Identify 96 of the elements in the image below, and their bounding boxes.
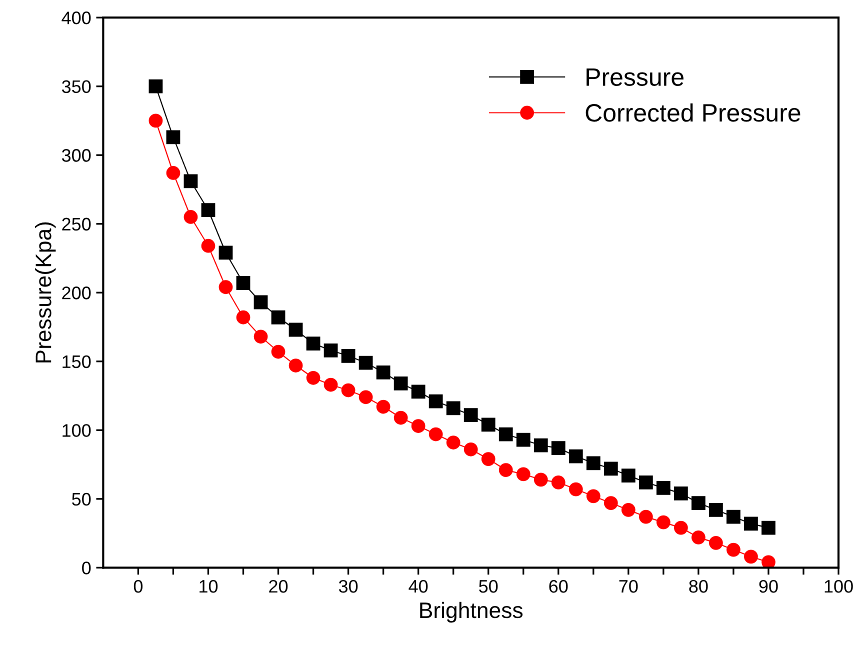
- point: [534, 472, 548, 487]
- x-tick-label: 40: [408, 580, 428, 593]
- point: [394, 410, 408, 425]
- x-tick-label: 60: [549, 580, 568, 593]
- point: [692, 530, 706, 544]
- x-tick-label: 0: [134, 580, 143, 593]
- x-tick-label: 90: [759, 580, 778, 593]
- point: [638, 475, 653, 490]
- point: [184, 174, 198, 188]
- point: [762, 520, 776, 535]
- legend-label: Corrected Pressure: [586, 103, 800, 122]
- y-tick-label: 0: [82, 562, 91, 574]
- point: [324, 343, 338, 358]
- point: [411, 419, 426, 433]
- y-tick-label: 400: [62, 12, 91, 24]
- point: [586, 456, 600, 470]
- point: [358, 356, 373, 370]
- point: [306, 336, 320, 350]
- point: [481, 452, 496, 466]
- y-tick-label: 200: [62, 286, 91, 300]
- x-tick-label: 20: [269, 580, 288, 593]
- point: [674, 486, 688, 500]
- point: [288, 322, 303, 337]
- point: [481, 418, 496, 432]
- x-tick-label: 30: [338, 580, 358, 593]
- point: [464, 408, 478, 422]
- point: [201, 203, 216, 218]
- point: [498, 463, 513, 477]
- point: [411, 384, 426, 399]
- point: [201, 238, 216, 253]
- point: [166, 166, 180, 180]
- point: [271, 310, 286, 324]
- point: [358, 390, 373, 404]
- legend-label: Pressure: [586, 68, 684, 86]
- y-tick-label: 100: [62, 424, 91, 437]
- point: [621, 502, 636, 517]
- point: [568, 449, 583, 464]
- point: [516, 432, 530, 447]
- point: [271, 344, 286, 359]
- y-tick-label: 250: [62, 218, 91, 231]
- point: [586, 489, 600, 504]
- point: [744, 550, 758, 564]
- point: [551, 475, 566, 490]
- point: [254, 295, 268, 310]
- point: [726, 542, 740, 557]
- point: [744, 516, 758, 531]
- point: [148, 114, 163, 128]
- point: [604, 496, 618, 510]
- point: [184, 210, 198, 224]
- point: [218, 246, 233, 260]
- point: [306, 370, 320, 385]
- point: [446, 401, 460, 416]
- point: [709, 536, 723, 550]
- point: [341, 348, 356, 363]
- x-tick-label: 50: [479, 580, 498, 593]
- point: [762, 555, 776, 568]
- point: [464, 442, 478, 456]
- point: [568, 482, 583, 496]
- point: [621, 468, 636, 482]
- point: [692, 496, 706, 510]
- point: [516, 467, 530, 482]
- point: [288, 358, 303, 372]
- x-tick-label: 100: [824, 580, 853, 593]
- point: [166, 130, 180, 144]
- y-axis-title: Pressure(Kpa): [35, 222, 56, 362]
- point: [534, 438, 548, 452]
- point: [674, 520, 688, 535]
- y-tick-label: 300: [62, 149, 91, 162]
- point: [428, 394, 443, 408]
- point: [656, 480, 670, 495]
- point: [148, 79, 163, 94]
- point: [254, 330, 268, 344]
- x-axis-title: Brightness: [420, 602, 523, 623]
- point: [428, 427, 443, 442]
- point: [341, 383, 356, 398]
- point: [394, 376, 408, 390]
- x-tick-label: 10: [200, 580, 218, 593]
- point: [709, 502, 723, 517]
- point: [236, 276, 250, 290]
- x-tick-label: 70: [619, 580, 638, 593]
- point: [446, 436, 460, 450]
- y-tick-label: 150: [62, 355, 91, 368]
- point: [726, 510, 740, 524]
- point: [236, 310, 250, 324]
- point: [498, 427, 513, 442]
- x-tick-label: 80: [689, 580, 708, 593]
- point: [218, 280, 233, 294]
- point: [604, 462, 618, 476]
- point: [376, 365, 390, 380]
- point: [656, 515, 670, 530]
- y-tick-label: 50: [72, 492, 91, 506]
- point: [638, 510, 653, 524]
- point: [324, 378, 338, 392]
- point: [551, 441, 566, 455]
- point: [376, 400, 390, 414]
- y-tick-label: 350: [62, 80, 91, 94]
